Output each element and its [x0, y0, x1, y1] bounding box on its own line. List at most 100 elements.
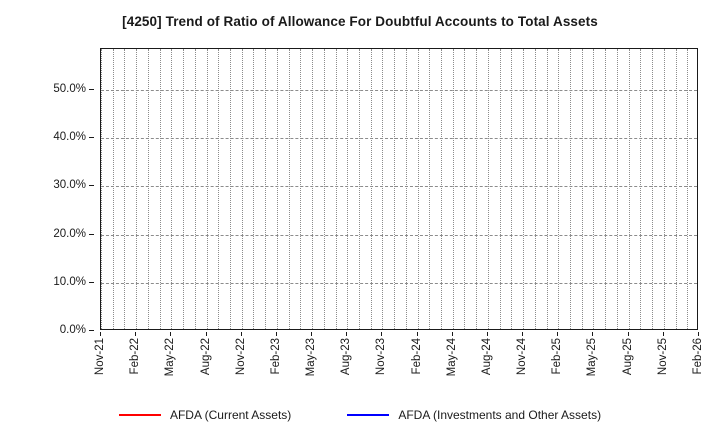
chart-title: [4250] Trend of Ratio of Allowance For D…: [122, 14, 598, 29]
x-axis-tick-label: Nov-22: [234, 338, 247, 376]
y-axis-tick-label: 30.0%: [53, 179, 86, 192]
vertical-gridline: [405, 49, 407, 329]
vertical-gridline: [628, 49, 630, 329]
y-axis: 0.0% 10.0% 20.0% 30.0% 40.0% 50.0%: [0, 48, 94, 336]
vertical-gridline: [147, 49, 149, 329]
x-axis-tick-mark: [311, 332, 313, 336]
x-axis-tick-mark: [416, 332, 418, 336]
x-axis-tick-label: May-25: [586, 338, 599, 377]
vertical-gridline: [593, 49, 595, 329]
x-axis-tick-label: Nov-23: [375, 338, 388, 376]
x-axis-tick-label: Feb-26: [692, 338, 704, 375]
vertical-gridline: [487, 49, 489, 329]
horizontal-gridline: [101, 89, 697, 91]
vertical-gridline: [464, 49, 466, 329]
vertical-gridline: [159, 49, 161, 329]
vertical-gridline: [570, 49, 572, 329]
vertical-gridline: [546, 49, 548, 329]
y-axis-tick-mark: [89, 137, 94, 139]
vertical-gridline: [534, 49, 536, 329]
x-axis-tick-label: Aug-23: [340, 338, 353, 376]
x-axis-tick-mark: [557, 332, 559, 336]
x-axis-tick-label: Feb-23: [269, 338, 282, 375]
x-axis-tick-mark: [100, 332, 101, 336]
x-axis-tick-label: Feb-24: [410, 338, 423, 375]
vertical-gridline: [276, 49, 278, 329]
vertical-gridline: [452, 49, 454, 329]
x-axis-tick-mark: [698, 332, 699, 336]
x-axis-tick-mark: [346, 332, 348, 336]
series-line-current-assets: [101, 330, 664, 331]
legend-item[interactable]: AFDA (Current Assets): [118, 408, 292, 422]
vertical-gridline: [241, 49, 243, 329]
vertical-gridline: [370, 49, 372, 329]
vertical-gridline: [523, 49, 525, 329]
x-axis-tick-label: Aug-25: [621, 338, 634, 376]
vertical-gridline: [183, 49, 185, 329]
horizontal-gridline: [101, 234, 697, 236]
x-axis-tick-mark: [381, 332, 383, 336]
x-axis-tick-mark: [275, 332, 277, 336]
vertical-gridline: [358, 49, 360, 329]
plot-area: [100, 48, 698, 330]
x-axis-tick-label: Nov-25: [656, 338, 669, 376]
vertical-gridline: [581, 49, 583, 329]
horizontal-gridline: [101, 138, 697, 140]
chart-legend: AFDA (Current Assets) AFDA (Investments a…: [0, 402, 720, 428]
vertical-gridline: [558, 49, 560, 329]
legend-label: AFDA (Investments and Other Assets): [398, 408, 602, 422]
x-axis-tick-label: May-24: [445, 338, 458, 377]
vertical-gridline: [429, 49, 431, 329]
x-axis-tick-mark: [240, 332, 242, 336]
vertical-gridline: [616, 49, 618, 329]
vertical-gridline: [499, 49, 501, 329]
legend-label: AFDA (Current Assets): [169, 408, 292, 422]
vertical-gridline: [675, 49, 677, 329]
vertical-gridline: [300, 49, 302, 329]
vertical-gridline: [253, 49, 255, 329]
x-axis-tick-mark: [170, 332, 172, 336]
y-axis-tick-label: 10.0%: [53, 275, 86, 288]
y-axis-tick-label: 0.0%: [59, 324, 86, 336]
y-axis-tick-mark: [89, 185, 94, 187]
x-axis-tick-label: Nov-24: [516, 338, 529, 376]
gridlines: [101, 49, 697, 329]
x-axis-tick-mark: [627, 332, 629, 336]
x-axis-tick-label: Feb-22: [129, 338, 142, 375]
vertical-gridline: [194, 49, 196, 329]
vertical-gridline: [417, 49, 419, 329]
horizontal-gridline: [101, 186, 697, 188]
vertical-gridline: [335, 49, 337, 329]
x-axis-tick-label: Feb-25: [551, 338, 564, 375]
y-axis-tick-mark: [89, 330, 94, 331]
x-axis-tick-mark: [135, 332, 137, 336]
y-axis-tick-label: 40.0%: [53, 131, 86, 144]
series-layer: [101, 49, 697, 329]
vertical-gridline: [663, 49, 665, 329]
x-axis-tick-label: Nov-21: [94, 338, 106, 376]
x-axis-tick-mark: [662, 332, 664, 336]
x-axis: Nov-21 Feb-22 May-22 Aug-22 Nov-22 Feb-23 May-…: [94, 332, 704, 398]
legend-color-swatch: [347, 414, 390, 416]
y-axis-tick-mark: [89, 88, 94, 90]
y-axis-tick-label: 20.0%: [53, 227, 86, 240]
vertical-gridline: [229, 49, 231, 329]
x-axis-tick-label: May-22: [164, 338, 177, 377]
vertical-gridline: [218, 49, 220, 329]
x-axis-tick-label: May-23: [305, 338, 318, 377]
vertical-gridline: [265, 49, 267, 329]
vertical-gridline: [441, 49, 443, 329]
y-axis-tick-label: 50.0%: [53, 82, 86, 95]
legend-item[interactable]: AFDA (Investments and Other Assets): [347, 408, 601, 422]
vertical-gridline: [382, 49, 384, 329]
vertical-gridline: [206, 49, 208, 329]
vertical-gridline: [605, 49, 607, 329]
horizontal-gridline: [101, 282, 697, 284]
x-axis-tick-mark: [522, 332, 524, 336]
x-axis-tick-mark: [451, 332, 453, 336]
vertical-gridline: [171, 49, 173, 329]
vertical-gridline: [347, 49, 349, 329]
vertical-gridline: [652, 49, 654, 329]
vertical-gridline: [312, 49, 314, 329]
vertical-gridline: [101, 49, 102, 329]
